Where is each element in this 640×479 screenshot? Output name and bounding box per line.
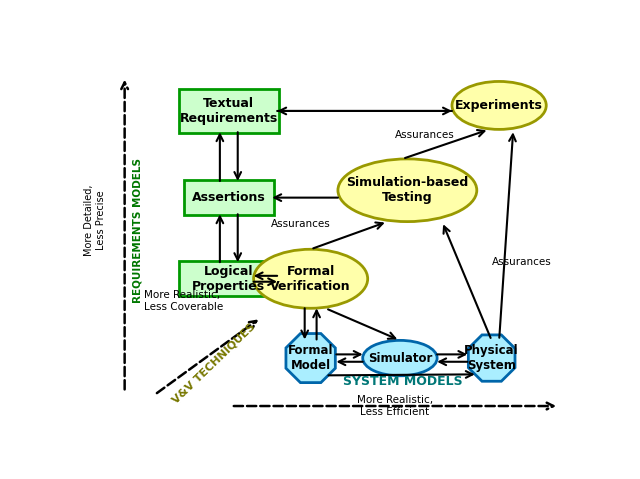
Text: Simulation-based
Testing: Simulation-based Testing bbox=[346, 176, 468, 204]
Text: Textual
Requirements: Textual Requirements bbox=[180, 97, 278, 125]
Text: Formal
Verification: Formal Verification bbox=[270, 265, 351, 293]
FancyBboxPatch shape bbox=[184, 180, 274, 216]
Text: Simulator: Simulator bbox=[368, 352, 432, 365]
Text: Formal
Model: Formal Model bbox=[288, 344, 333, 372]
Text: More Detailed,
Less Precise: More Detailed, Less Precise bbox=[84, 184, 106, 255]
Text: Physical
System: Physical System bbox=[465, 344, 519, 372]
Text: Logical
Properties: Logical Properties bbox=[192, 265, 266, 293]
Text: More Realistic,
Less Coverable: More Realistic, Less Coverable bbox=[145, 290, 224, 312]
Polygon shape bbox=[468, 335, 515, 381]
Ellipse shape bbox=[338, 159, 477, 222]
Text: SYSTEM MODELS: SYSTEM MODELS bbox=[342, 376, 462, 388]
Text: Assertions: Assertions bbox=[192, 191, 266, 204]
Polygon shape bbox=[286, 333, 335, 383]
Ellipse shape bbox=[452, 81, 547, 129]
Text: More Realistic,
Less Efficient: More Realistic, Less Efficient bbox=[357, 396, 433, 417]
Ellipse shape bbox=[253, 249, 368, 308]
Text: Assurances: Assurances bbox=[271, 219, 331, 229]
Text: V&V TECHNIQUES: V&V TECHNIQUES bbox=[171, 321, 257, 406]
Text: REQUIREMENTS MODELS: REQUIREMENTS MODELS bbox=[132, 159, 142, 303]
Text: Experiments: Experiments bbox=[455, 99, 543, 112]
Ellipse shape bbox=[363, 341, 437, 376]
Text: Assurances: Assurances bbox=[492, 257, 552, 267]
FancyBboxPatch shape bbox=[179, 89, 278, 133]
FancyBboxPatch shape bbox=[179, 261, 278, 297]
Text: Assurances: Assurances bbox=[395, 130, 454, 140]
